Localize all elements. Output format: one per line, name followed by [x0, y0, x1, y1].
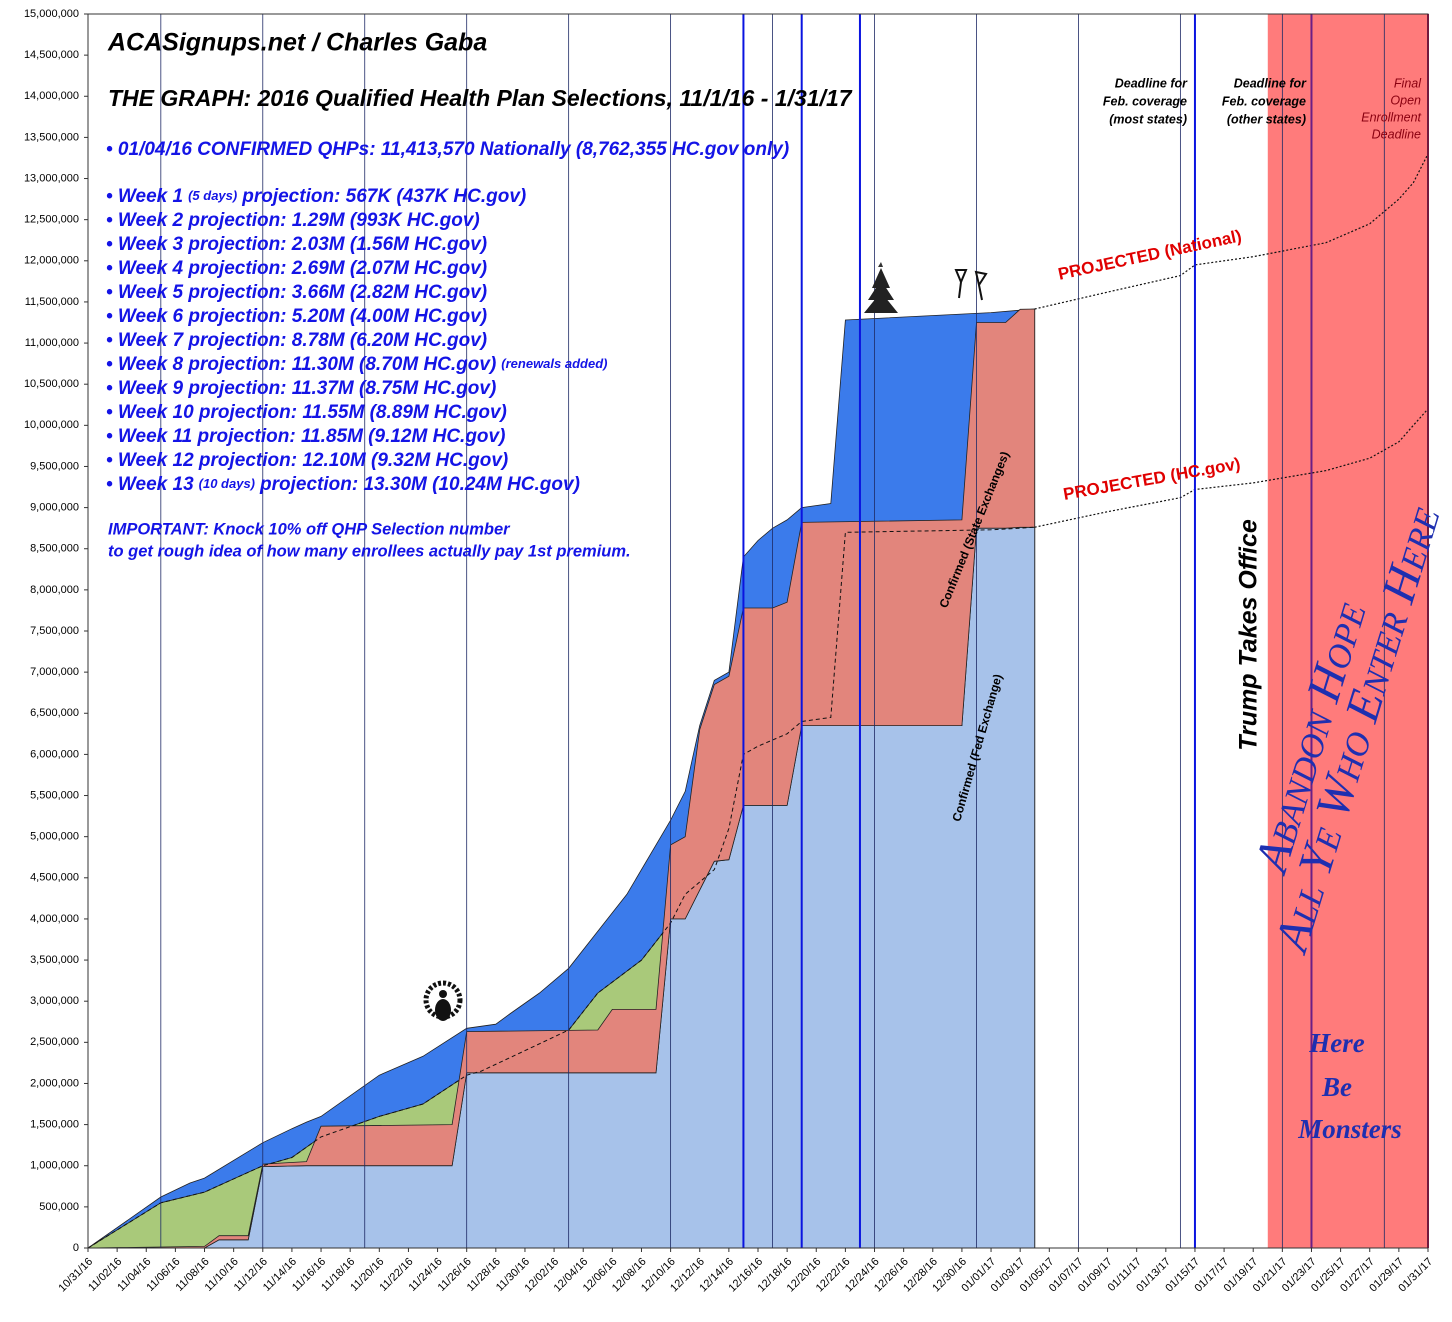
projection-small: (10 days)	[199, 476, 255, 491]
glasses-icon	[954, 269, 988, 301]
shaded-region	[1267, 14, 1428, 1248]
y-tick-label: 4,000,000	[30, 913, 79, 925]
projection-note: • Week 13 (10 days) projection: 13.30M (10…	[106, 474, 580, 495]
y-tick-label: 14,000,000	[24, 90, 79, 102]
y-tick-label: 7,000,000	[30, 666, 79, 678]
projection-text: • Week 13	[106, 474, 194, 495]
y-tick-label: 10,000,000	[24, 419, 79, 431]
final-deadline: Open	[1390, 93, 1421, 107]
y-tick-label: 5,000,000	[30, 831, 79, 843]
projection-text: • Week 5 projection: 3.66M (2.82M HC.gov…	[106, 282, 487, 303]
projection-note: • Week 8 projection: 11.30M (8.70M HC.go…	[106, 354, 607, 375]
projection-note: • Week 9 projection: 11.37M (8.75M HC.go…	[106, 378, 496, 399]
y-tick-label: 7,500,000	[30, 625, 79, 637]
y-tick-label: 2,000,000	[30, 1077, 79, 1089]
deadline-note: Feb. coverage	[1222, 94, 1306, 108]
projection-line	[1034, 408, 1429, 528]
annotation-layer: ACASignups.net / Charles Gaba THE GRAPH:…	[106, 29, 1451, 1145]
monsters-note: Be	[1321, 1072, 1352, 1102]
y-tick-label: 1,000,000	[30, 1160, 79, 1172]
y-tick-label: 10,500,000	[24, 378, 79, 390]
series-label: PROJECTED (HC.gov)	[1062, 454, 1242, 504]
projection-note: • Week 11 projection: 11.85M (9.12M HC.g…	[106, 426, 505, 447]
projection-text: • Week 12 projection: 12.10M (9.32M HC.g…	[106, 450, 508, 471]
deadline-note: (other states)	[1227, 112, 1306, 126]
y-tick-label: 11,000,000	[25, 337, 79, 349]
y-tick-label: 3,500,000	[30, 954, 79, 966]
final-deadline: Deadline	[1372, 127, 1421, 141]
projection-text: projection: 13.30M (10.24M HC.gov)	[259, 474, 580, 495]
deadline-note: Deadline for	[1115, 76, 1188, 90]
projection-text: • Week 8 projection: 11.30M (8.70M HC.go…	[106, 354, 496, 375]
y-tick-label: 8,500,000	[30, 543, 79, 555]
deadline-note: Feb. coverage	[1103, 94, 1187, 108]
y-tick-label: 9,000,000	[30, 502, 79, 514]
monsters-note: Here	[1308, 1028, 1364, 1058]
y-tick-label: 6,500,000	[30, 707, 79, 719]
projection-text: • Week 9 projection: 11.37M (8.75M HC.go…	[106, 378, 496, 399]
projection-text: • Week 7 projection: 8.78M (6.20M HC.gov…	[106, 330, 487, 351]
final-deadline: Final	[1394, 76, 1422, 90]
trump-note: Trump Takes Office	[1235, 519, 1263, 751]
y-tick-label: 1,500,000	[30, 1119, 79, 1131]
projection-text: • Week 10 projection: 11.55M (8.89M HC.g…	[106, 402, 507, 423]
y-tick-label: 2,500,000	[30, 1036, 79, 1048]
y-tick-label: 13,000,000	[24, 172, 79, 184]
projection-text: • Week 4 projection: 2.69M (2.07M HC.gov…	[106, 258, 487, 279]
series-label: PROJECTED (National)	[1056, 226, 1243, 283]
projection-text: projection: 567K (437K HC.gov)	[241, 186, 526, 207]
monsters-note: Monsters	[1297, 1114, 1402, 1144]
y-tick-label: 3,000,000	[30, 995, 79, 1007]
projection-text: • Week 11 projection: 11.85M (9.12M HC.g…	[106, 426, 505, 447]
projection-note: • Week 4 projection: 2.69M (2.07M HC.gov…	[106, 258, 487, 279]
y-tick-label: 13,500,000	[24, 131, 79, 143]
area	[87, 308, 1036, 1249]
projection-line	[87, 526, 1035, 1249]
projection-note: • Week 3 projection: 2.03M (1.56M HC.gov…	[106, 234, 487, 255]
projection-small: (renewals added)	[501, 356, 607, 371]
y-tick-label: 6,000,000	[30, 748, 79, 760]
projection-note: • Week 2 projection: 1.29M (993K HC.gov)	[106, 210, 480, 231]
y-tick-label: 12,000,000	[24, 255, 79, 267]
projection-text: • Week 6 projection: 5.20M (4.00M HC.gov…	[106, 306, 487, 327]
projection-note: • Week 10 projection: 11.55M (8.89M HC.g…	[106, 402, 507, 423]
projection-note: • Week 6 projection: 5.20M (4.00M HC.gov…	[106, 306, 487, 327]
background-layer	[1267, 14, 1428, 1248]
y-tick-label: 11,500,000	[25, 296, 79, 308]
y-tick-label: 0	[73, 1242, 79, 1254]
projection-note: • Week 7 projection: 8.78M (6.20M HC.gov…	[106, 330, 487, 351]
projection-note: • Week 1 (5 days) projection: 567K (437K H…	[106, 186, 526, 207]
turkey-icon	[423, 980, 463, 1021]
summary: • 01/04/16 CONFIRMED QHPs: 11,413,570 Na…	[106, 139, 789, 160]
tree-icon	[864, 262, 898, 313]
important-note: to get rough idea of how many enrollees …	[108, 542, 631, 560]
projection-note: • Week 12 projection: 12.10M (9.32M HC.g…	[106, 450, 508, 471]
y-tick-label: 14,500,000	[24, 49, 79, 61]
y-tick-label: 5,500,000	[30, 789, 79, 801]
projection-text: • Week 1	[106, 186, 183, 207]
projection-text: • Week 3 projection: 2.03M (1.56M HC.gov…	[106, 234, 487, 255]
y-tick-label: 8,000,000	[30, 584, 79, 596]
subtitle: THE GRAPH: 2016 Qualified Health Plan Se…	[108, 85, 853, 111]
deadline-note: (most states)	[1109, 112, 1187, 126]
projection-small: (5 days)	[188, 188, 237, 203]
title: ACASignups.net / Charles Gaba	[107, 29, 487, 57]
final-deadline: Enrollment	[1361, 110, 1421, 124]
y-tick-label: 15,000,000	[24, 8, 79, 20]
y-tick-label: 500,000	[39, 1201, 79, 1213]
y-tick-label: 4,500,000	[30, 872, 79, 884]
y-tick-label: 12,500,000	[24, 214, 79, 226]
projection-line	[1034, 153, 1429, 310]
y-tick-label: 9,500,000	[30, 460, 79, 472]
deadline-note: Deadline for	[1234, 76, 1307, 90]
projection-note: • Week 5 projection: 3.66M (2.82M HC.gov…	[106, 282, 487, 303]
important-note: IMPORTANT: Knock 10% off QHP Selection n…	[108, 520, 511, 538]
projection-text: • Week 2 projection: 1.29M (993K HC.gov)	[106, 210, 480, 231]
